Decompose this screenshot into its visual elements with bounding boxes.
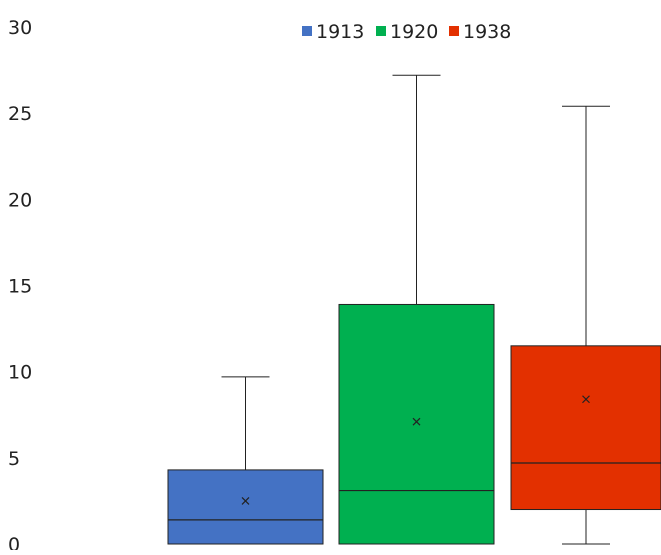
- mean-marker: [241, 496, 250, 505]
- legend-label-1913: 1913: [316, 21, 364, 43]
- box-1938: [510, 105, 661, 545]
- legend-swatch-1938: [449, 26, 459, 36]
- y-tick-label: 25: [8, 103, 32, 125]
- legend-swatch-1920: [376, 26, 386, 36]
- y-tick-label: 10: [8, 362, 32, 384]
- y-tick-label: 0: [8, 534, 20, 550]
- y-tick-label: 20: [8, 189, 32, 211]
- mean-marker: [412, 417, 421, 426]
- legend: 1913 1920 1938: [302, 21, 511, 43]
- box-body: [338, 303, 495, 545]
- box-1920: [338, 74, 495, 545]
- y-axis: 0 5 10 15 20 25 30: [8, 17, 32, 555]
- legend-label-1920: 1920: [390, 21, 438, 43]
- mean-marker: [582, 395, 590, 404]
- y-tick-label: 5: [8, 448, 20, 470]
- box-1913: [167, 376, 324, 545]
- box-body: [167, 469, 324, 545]
- box-body: [510, 345, 661, 511]
- y-tick-label: 15: [8, 276, 32, 298]
- legend-swatch-1913: [302, 26, 312, 36]
- legend-label-1938: 1938: [463, 21, 511, 43]
- plot-area: [167, 74, 661, 545]
- y-tick-label: 30: [8, 17, 32, 39]
